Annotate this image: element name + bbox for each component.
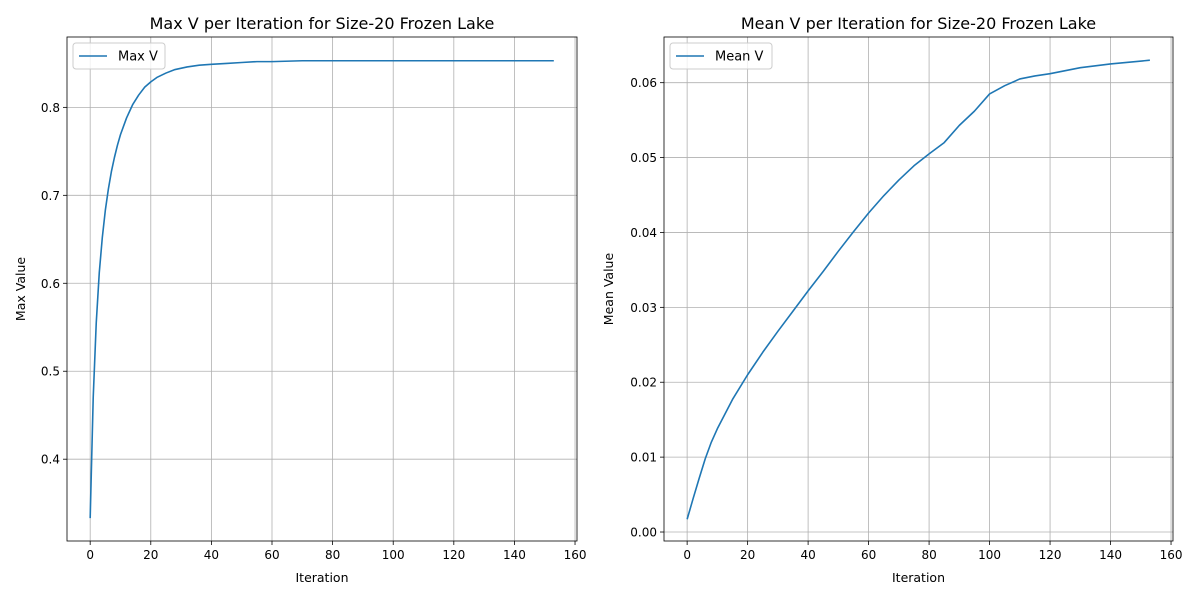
plot-frame [66, 36, 578, 542]
x-tick-label: 60 [861, 548, 876, 562]
grid [664, 37, 1173, 541]
chart-title: Max V per Iteration for Size-20 Frozen L… [150, 14, 495, 33]
y-tick-label: 0.4 [41, 453, 60, 467]
x-tick-label: 0 [683, 548, 691, 562]
x-tick-label: 80 [921, 548, 936, 562]
y-tick-label: 0.04 [630, 226, 657, 240]
y-tick-label: 0.7 [41, 189, 60, 203]
x-axis-label: Iteration [295, 570, 348, 585]
legend: Max V [72, 42, 166, 70]
y-tick-label: 0.06 [630, 76, 657, 90]
chart-title: Mean V per Iteration for Size-20 Frozen … [741, 14, 1096, 33]
y-tick-label: 0.01 [630, 451, 657, 465]
x-tick-label: 60 [264, 548, 279, 562]
plot-frame [663, 36, 1174, 542]
y-tick-label: 0.00 [630, 526, 657, 540]
legend-label: Max V [118, 50, 158, 65]
y-tick-label: 0.5 [41, 365, 60, 379]
x-tick-label: 160 [1160, 548, 1183, 562]
x-tick-label: 120 [442, 548, 465, 562]
legend-box [72, 42, 166, 70]
legend-box [669, 42, 773, 70]
x-tick-label: 40 [800, 548, 815, 562]
y-tick-label: 0.03 [630, 301, 657, 315]
x-axis-label: Iteration [892, 570, 945, 585]
x-tick-label: 0 [86, 548, 94, 562]
x-tick-label: 140 [503, 548, 526, 562]
y-tick-label: 0.05 [630, 151, 657, 165]
legend: Mean V [669, 42, 773, 70]
x-tick-label: 100 [978, 548, 1001, 562]
x-tick-label: 120 [1039, 548, 1062, 562]
chart-1: 0 20 40 60 80 100 120 140 160 0.4 0.5 0.6 0.7 0.8 Max … [13, 14, 586, 585]
legend-label: Mean V [715, 50, 764, 65]
series-line-mean-v [686, 59, 1150, 520]
y-tick-label: 0.8 [41, 101, 60, 115]
y-axis-label: Max Value [13, 257, 28, 321]
chart-2: 0 20 40 60 80 100 120 140 160 0.00 0.01 0.02 0.03 0.0… [601, 14, 1182, 585]
x-tick-label: 20 [143, 548, 158, 562]
x-tick-label: 40 [204, 548, 219, 562]
x-tick-label: 80 [325, 548, 340, 562]
y-tick-label: 0.02 [630, 376, 657, 390]
x-tick-label: 20 [740, 548, 755, 562]
x-tick-label: 100 [382, 548, 405, 562]
x-tick-label: 160 [564, 548, 587, 562]
grid [67, 37, 577, 541]
y-tick-label: 0.6 [41, 277, 60, 291]
series-line-max-v [89, 59, 554, 519]
x-tick-label: 140 [1099, 548, 1122, 562]
y-axis-label: Mean Value [601, 253, 616, 326]
